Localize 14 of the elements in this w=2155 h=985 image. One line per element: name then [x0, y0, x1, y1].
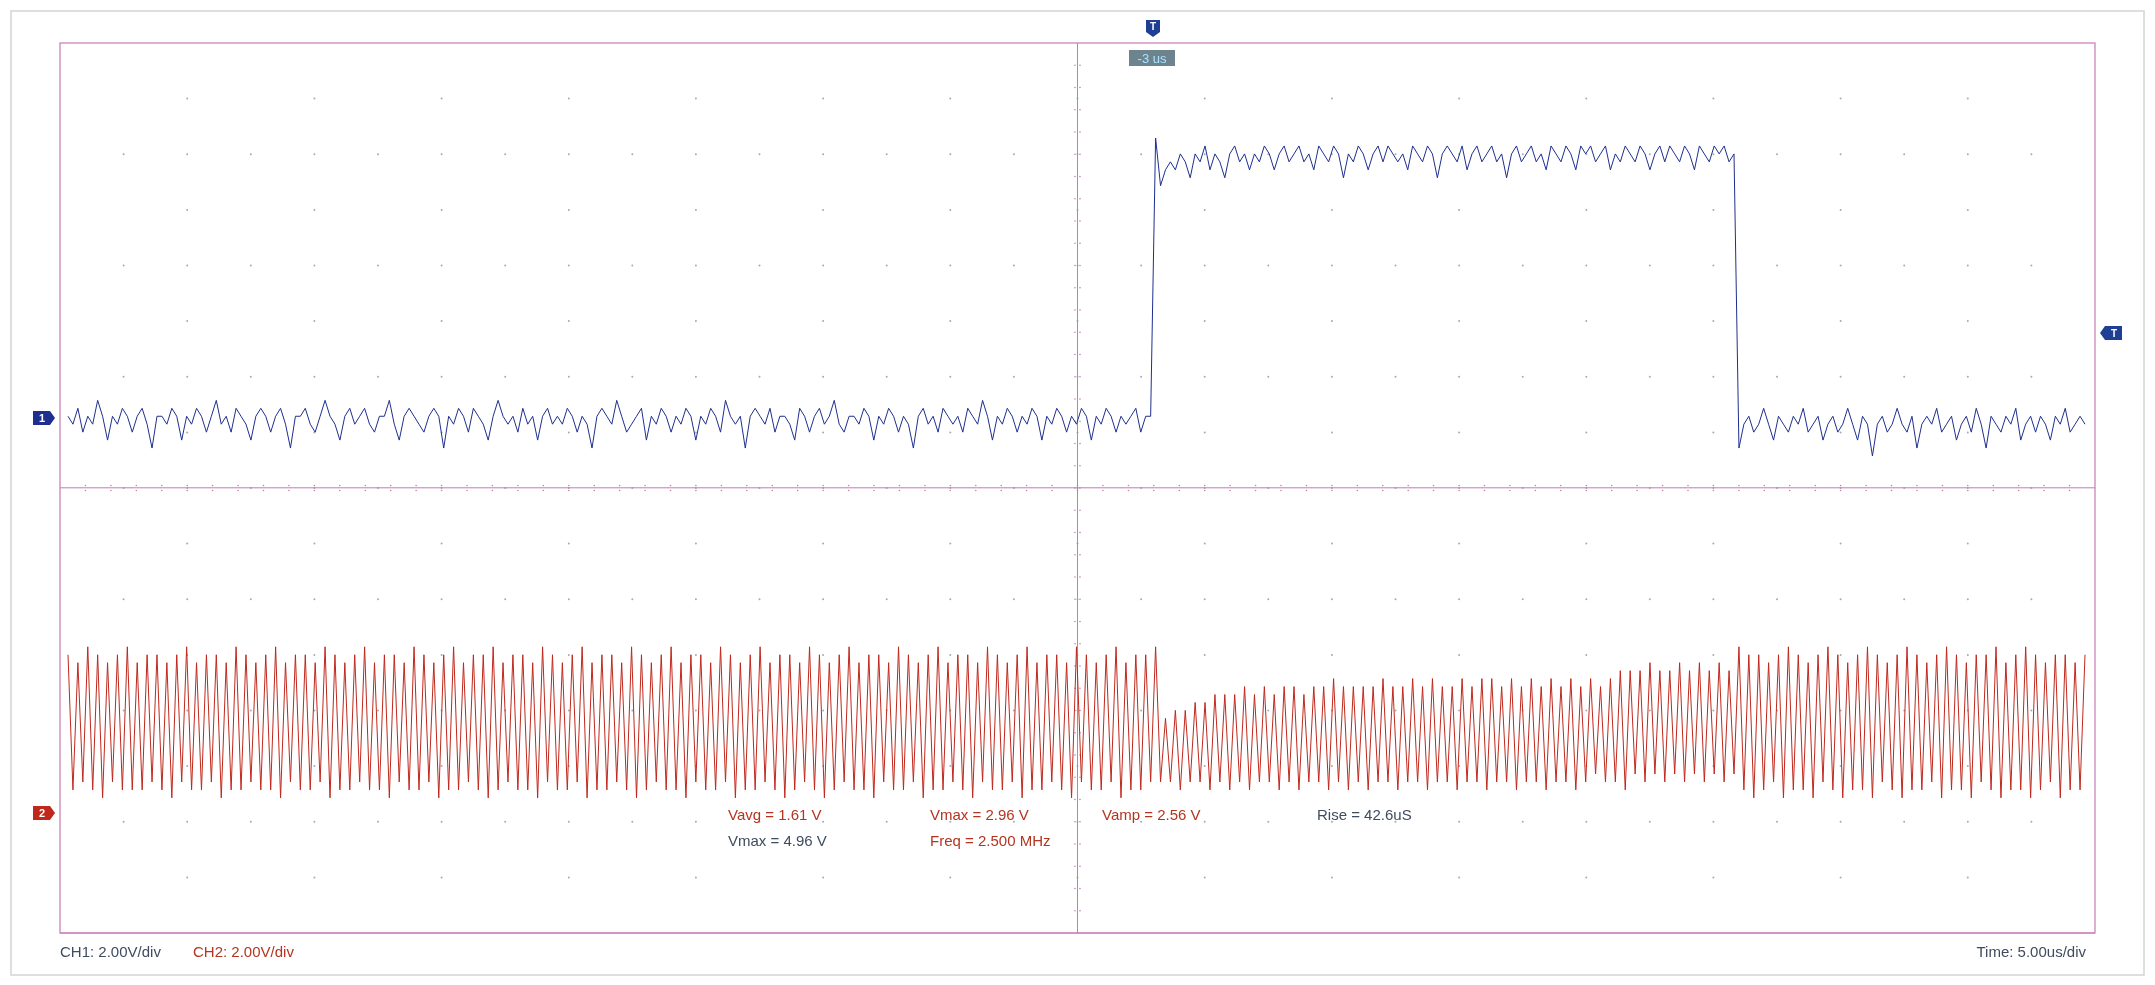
text: T: [2110, 327, 2118, 339]
text: Time: 5.00us/div: [1976, 942, 2087, 960]
text: 1: [38, 412, 46, 424]
text: -3 us: [1137, 50, 1167, 66]
text: 2: [38, 807, 46, 819]
text: CH2: 2.00V/div: [193, 942, 295, 960]
annotation: Freq = 2.500 MHz: [930, 831, 1051, 849]
annotation: Vavg = 1.61 V: [728, 805, 822, 823]
text: CH1: 2.00V/div: [60, 942, 162, 960]
annotation: Vmax = 2.96 V: [930, 805, 1029, 823]
annotation: Vmax = 4.96 V: [728, 831, 827, 849]
text: T: [1149, 20, 1157, 32]
annotation: Rise = 42.6uS: [1317, 805, 1412, 823]
annotation: Vamp = 2.56 V: [1102, 805, 1201, 823]
